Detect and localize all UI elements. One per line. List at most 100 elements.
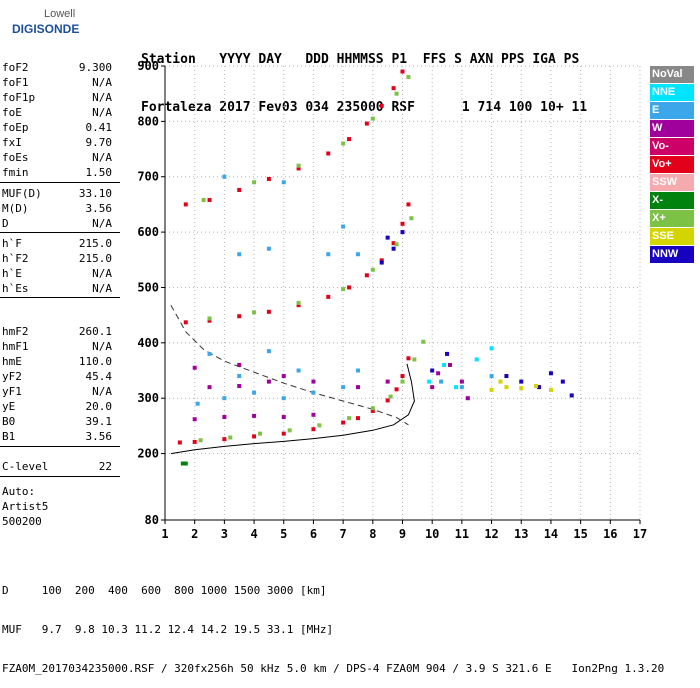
echo-point: [379, 103, 384, 108]
echo-point: [519, 386, 524, 391]
param-row: M(D) 3.56: [0, 201, 120, 216]
y-tick-label: 300: [137, 391, 159, 405]
x-tick-label: 15: [573, 527, 587, 541]
echo-point: [281, 415, 286, 420]
param-value: 3.56: [85, 430, 113, 443]
legend-item-sse: SSE: [650, 228, 694, 245]
station-header: Station YYYY DAY DDD HHMMSS P1 FFS S AXN…: [141, 20, 587, 132]
echo-point: [237, 374, 242, 379]
param-value: 215.0: [78, 252, 112, 265]
distance-row: D 100 200 400 600 800 1000 1500 3000 [km…: [2, 584, 327, 597]
echo-point: [430, 368, 435, 373]
param-row: B1 3.56: [0, 429, 120, 444]
echo-point: [370, 406, 375, 411]
echo-point: [195, 401, 200, 406]
echo-point: [266, 309, 271, 314]
legend-item-x: X+: [650, 210, 694, 227]
profile-curve-dashed: [170, 304, 409, 426]
param-value: 9.70: [85, 136, 113, 149]
echo-point: [296, 368, 301, 373]
legend-item-x: X-: [650, 192, 694, 209]
param-label: B1: [2, 430, 16, 443]
param-row: h`E N/A: [0, 266, 120, 281]
ionogram-chart: 1 2 3 4 5 6 7 8 9 10 11 12 13 14 15 16 17200300400500600…: [137, 59, 647, 541]
echo-point: [341, 287, 346, 292]
param-row: hmF2 260.1: [0, 324, 120, 339]
param-value: 1.50: [85, 166, 113, 179]
param-label: hmF1: [2, 340, 29, 353]
param-label: h`F: [2, 237, 22, 250]
param-row: fmin 1.50: [0, 165, 120, 180]
echo-point: [560, 379, 565, 384]
legend-item-ssw: SSW: [650, 174, 694, 191]
x-tick-label: 4: [250, 527, 257, 541]
param-value: 45.4: [85, 370, 113, 383]
param-label: C-level: [2, 460, 49, 473]
echo-point: [370, 408, 375, 413]
echo-point: [222, 396, 227, 401]
echo-point: [474, 357, 479, 362]
echo-point: [311, 379, 316, 384]
param-label: MUF(D): [2, 187, 42, 200]
param-group-critical-frequencies: foF2 9.300 foF1 N/A foF1p N/A foE N/A foEp 0.41 fx…: [0, 60, 120, 180]
param-row: yF1 N/A: [0, 384, 120, 399]
y-tick-label: 700: [137, 170, 159, 184]
echo-point: [177, 440, 182, 445]
divider: [0, 476, 120, 477]
echo-point: [364, 121, 369, 126]
param-value: N/A: [92, 267, 112, 280]
param-row: foE N/A: [0, 105, 120, 120]
echo-point: [222, 174, 227, 179]
param-row: foEs N/A: [0, 150, 120, 165]
footer-info: D 100 200 400 600 800 1000 1500 3000 [km…: [2, 558, 664, 688]
echo-point: [427, 379, 432, 384]
echo-point: [421, 339, 426, 344]
echo-point: [296, 163, 301, 168]
echo-point: [281, 431, 286, 436]
y-tick-label: 400: [137, 336, 159, 350]
echo-point: [237, 362, 242, 367]
param-label: fxI: [2, 136, 22, 149]
y-tick-label: 200: [137, 447, 159, 461]
profile-curves: [170, 304, 415, 455]
param-label: foEs: [2, 151, 29, 164]
param-row: foF1p N/A: [0, 90, 120, 105]
echo-point: [388, 394, 393, 399]
echo-point: [326, 294, 331, 299]
param-label: hmF2: [2, 325, 29, 338]
param-value: N/A: [92, 282, 112, 295]
echo-point: [391, 246, 396, 251]
param-row: hmE 110.0: [0, 354, 120, 369]
echo-point: [406, 202, 411, 207]
echo-point: [281, 396, 286, 401]
muf-row: MUF 9.7 9.8 10.3 11.2 12.4 14.2 19.5 33.…: [2, 623, 334, 636]
echo-point: [400, 221, 405, 226]
echo-point: [237, 252, 242, 257]
legend-item-nne: NNE: [650, 84, 694, 101]
echo-point: [281, 180, 286, 185]
echo-point: [266, 176, 271, 181]
echo-point: [504, 385, 509, 390]
echo-point: [430, 385, 435, 390]
param-value: 215.0: [78, 237, 112, 250]
param-group-profile: hmF2 260.1 hmF1 N/A hmE 110.0 yF2 45.4 yF1 N/A yE 2…: [0, 324, 120, 444]
param-value: N/A: [92, 151, 112, 164]
echo-point: [347, 285, 352, 290]
echo-point: [519, 379, 524, 384]
param-group-confidence: C-level 22: [0, 459, 120, 474]
param-row: h`F2 215.0: [0, 251, 120, 266]
divider: [0, 446, 120, 447]
param-row: foF1 N/A: [0, 75, 120, 90]
x-tick-label: 17: [633, 527, 647, 541]
echo-point: [180, 461, 185, 466]
param-value: N/A: [92, 76, 112, 89]
param-row: D N/A: [0, 216, 120, 231]
echo-point: [548, 371, 553, 376]
digisonde-logo: Lowell DIGISONDE: [8, 6, 98, 38]
echo-point: [355, 252, 360, 257]
param-row: yF2 45.4: [0, 369, 120, 384]
y-tick-label: 600: [137, 225, 159, 239]
echo-point: [201, 197, 206, 202]
param-label: foF1p: [2, 91, 36, 104]
echo-point: [489, 387, 494, 392]
